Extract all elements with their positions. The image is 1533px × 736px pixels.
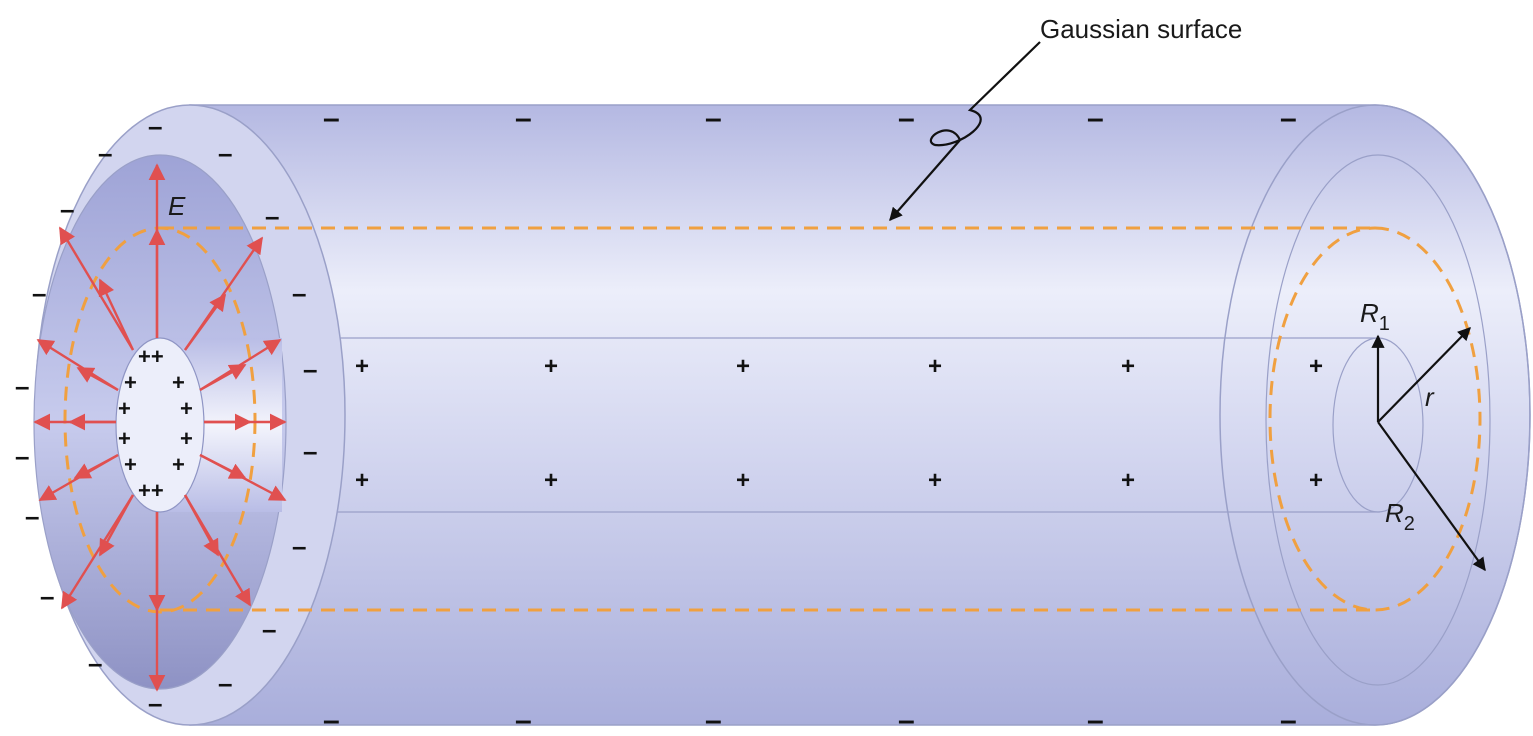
minus-sign: – xyxy=(705,102,722,135)
outer-cylinder-body xyxy=(189,104,1531,726)
minus-sign: – xyxy=(15,371,29,401)
field-arrow xyxy=(98,278,135,351)
field-arrow xyxy=(58,226,135,351)
minus-sign: – xyxy=(898,704,915,736)
minus-sign: – xyxy=(515,704,532,736)
r2-arrow xyxy=(1377,421,1486,572)
plus-sign: + xyxy=(928,467,942,494)
plus-sign: + xyxy=(180,426,193,451)
minus-sign: – xyxy=(218,668,232,698)
plus-sign: + xyxy=(118,426,131,451)
plus-sign: + xyxy=(180,396,193,421)
minus-sign: – xyxy=(515,102,532,135)
r1-label: R1 xyxy=(1360,298,1390,335)
radius-arrows xyxy=(1371,327,1486,572)
right-outer-rim xyxy=(1219,104,1531,726)
minus-sign: – xyxy=(292,531,306,561)
plus-sign: ++ xyxy=(138,478,164,503)
r2-main: R xyxy=(1385,498,1404,528)
field-arrow xyxy=(183,494,252,607)
minus-sign: – xyxy=(1280,704,1297,736)
negative-charges-body: – – – – – – – – – – – – xyxy=(323,102,1297,736)
r1-main: R xyxy=(1360,298,1379,328)
plus-sign: + xyxy=(172,452,185,477)
plus-sign: + xyxy=(928,353,942,380)
gaussian-surface xyxy=(63,226,1482,614)
minus-sign: – xyxy=(265,201,279,231)
plus-sign: + xyxy=(544,353,558,380)
r2-label: R2 xyxy=(1385,498,1415,535)
gaussian-right-end xyxy=(1268,226,1482,612)
minus-sign: – xyxy=(705,704,722,736)
field-arrows xyxy=(33,163,287,692)
minus-sign: – xyxy=(98,138,112,168)
minus-sign: – xyxy=(323,102,340,135)
positive-charges-end: ++ + + + + + + + + ++ xyxy=(118,344,193,503)
r1-sub: 1 xyxy=(1379,313,1390,335)
minus-sign: – xyxy=(88,648,102,678)
minus-sign: – xyxy=(1087,102,1104,135)
minus-sign: – xyxy=(303,354,317,384)
plus-sign: + xyxy=(1309,353,1323,380)
inner-conductor-end-face xyxy=(115,337,205,513)
minus-sign: – xyxy=(60,194,74,224)
minus-sign: – xyxy=(25,501,39,531)
plus-sign: + xyxy=(118,396,131,421)
plus-sign: + xyxy=(736,467,750,494)
field-label: E xyxy=(168,191,186,221)
positive-charges-surface: + + + + + + + + + + + + xyxy=(355,353,1323,494)
negative-charges-rim: – – – – – – – – – – – – – – – – – – xyxy=(15,111,317,718)
field-arrow xyxy=(38,453,119,502)
plus-sign: + xyxy=(172,370,185,395)
r-arrow xyxy=(1377,327,1471,423)
gaussian-pointer-line xyxy=(889,41,1041,221)
field-arrow xyxy=(60,494,135,610)
minus-sign: – xyxy=(292,278,306,308)
field-arrow xyxy=(199,338,282,392)
r-label: r xyxy=(1425,382,1435,412)
minus-sign: – xyxy=(1087,704,1104,736)
field-arrow xyxy=(199,453,287,502)
field-arrow xyxy=(36,338,119,392)
plus-sign: + xyxy=(736,353,750,380)
minus-sign: – xyxy=(15,441,29,471)
r2-sub: 2 xyxy=(1404,513,1415,535)
plus-sign: + xyxy=(124,370,137,395)
gaussian-surface-label: Gaussian surface xyxy=(1040,14,1242,44)
minus-sign: – xyxy=(32,278,46,308)
plus-sign: ++ xyxy=(138,344,164,369)
plus-sign: + xyxy=(355,353,369,380)
minus-sign: – xyxy=(303,436,317,466)
plus-sign: + xyxy=(355,467,369,494)
right-inner-rim xyxy=(1265,154,1491,686)
field-arrow xyxy=(184,236,263,351)
plus-sign: + xyxy=(544,467,558,494)
minus-sign: – xyxy=(898,102,915,135)
plus-sign: + xyxy=(124,452,137,477)
minus-sign: – xyxy=(148,688,162,718)
plus-sign: + xyxy=(1121,353,1135,380)
minus-sign: – xyxy=(1280,102,1297,135)
minus-sign: – xyxy=(148,111,162,141)
minus-sign: – xyxy=(218,138,232,168)
minus-sign: – xyxy=(323,704,340,736)
minus-sign: – xyxy=(262,614,276,644)
plus-sign: + xyxy=(1309,467,1323,494)
minus-sign: – xyxy=(40,581,54,611)
plus-sign: + xyxy=(1121,467,1135,494)
